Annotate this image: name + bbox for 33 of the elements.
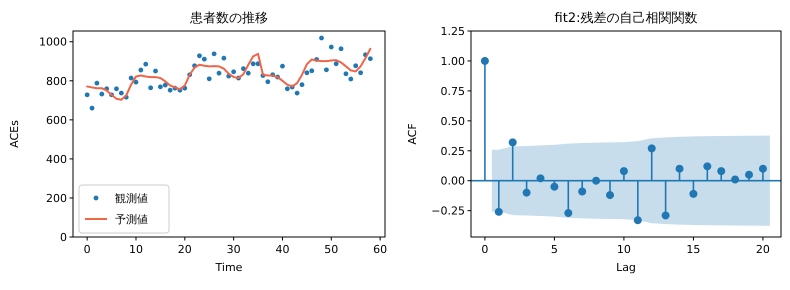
y-tick-label: 600 bbox=[46, 114, 67, 127]
y-tick-label: 0.50 bbox=[440, 114, 465, 128]
x-axis-title: Time bbox=[214, 261, 243, 274]
x-tick-label: 0 bbox=[481, 243, 488, 256]
legend-label: 観測値 bbox=[115, 192, 148, 205]
chart-title: 患者数の推移 bbox=[189, 11, 268, 26]
y-tick-label: 800 bbox=[46, 74, 67, 88]
x-axis-title: Lag bbox=[616, 261, 636, 274]
x-tick-label: 15 bbox=[686, 243, 700, 256]
x-tick-label: 10 bbox=[616, 243, 631, 256]
x-tick-label: 20 bbox=[178, 243, 192, 256]
y-axis-title: ACF bbox=[406, 123, 419, 145]
x-tick-label: 50 bbox=[324, 243, 338, 256]
legend-label: 予測値 bbox=[115, 213, 148, 226]
y-tick-label: 1.00 bbox=[440, 54, 465, 68]
y-tick-label: 1.25 bbox=[440, 25, 465, 38]
x-tick-label: 0 bbox=[84, 243, 91, 256]
x-tick-label: 10 bbox=[128, 243, 143, 256]
y-tick-label: −0.25 bbox=[431, 204, 465, 218]
y-tick-label: 0.25 bbox=[440, 144, 465, 158]
y-tick-label: 1000 bbox=[39, 36, 67, 49]
x-tick-label: 5 bbox=[550, 243, 558, 256]
y-tick-label: 0 bbox=[60, 231, 67, 244]
y-tick-label: 400 bbox=[46, 152, 67, 166]
x-tick-label: 20 bbox=[756, 243, 770, 256]
y-tick-label: 200 bbox=[46, 192, 67, 205]
y-axis-title: ACEs bbox=[8, 120, 21, 148]
x-tick-label: 40 bbox=[275, 243, 290, 256]
y-tick-label: 0.00 bbox=[440, 174, 465, 188]
x-tick-label: 30 bbox=[226, 243, 241, 256]
y-tick-label: 0.75 bbox=[440, 84, 465, 98]
chart-title: fit2:残差の自己相関関数 bbox=[554, 11, 698, 26]
x-tick-label: 60 bbox=[373, 243, 388, 256]
